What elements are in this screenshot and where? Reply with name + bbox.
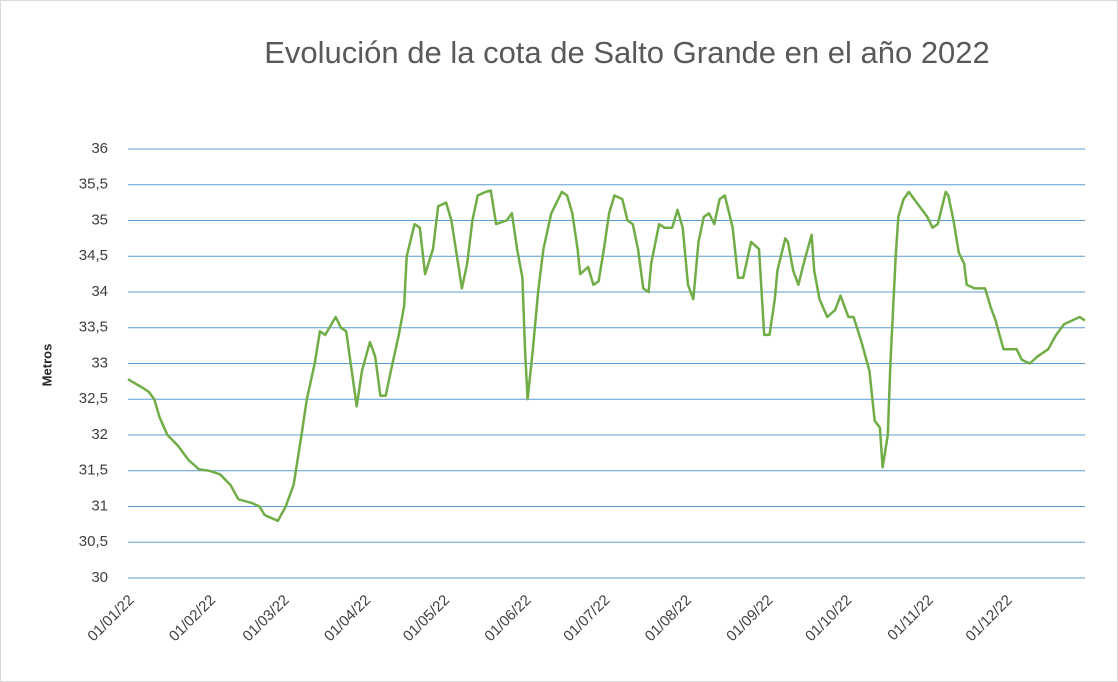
- chart-title: Evolución de la cota de Salto Grande en …: [264, 35, 990, 70]
- y-tick-label: 33,5: [79, 319, 108, 336]
- y-tick-label: 32,5: [79, 390, 108, 407]
- y-tick-label: 35: [91, 211, 108, 228]
- y-tick-label: 30: [91, 569, 108, 586]
- y-tick-label: 35,5: [79, 176, 108, 193]
- y-axis-label: Metros: [39, 344, 54, 387]
- y-tick-label: 34,5: [79, 247, 108, 264]
- y-tick-label: 32: [91, 426, 108, 443]
- y-tick-label: 31: [91, 497, 108, 514]
- y-tick-label: 30,5: [79, 533, 108, 550]
- y-tick-label: 33: [91, 354, 108, 371]
- y-tick-label: 36: [91, 140, 108, 157]
- data-line: [127, 189, 1086, 523]
- y-tick-label: 31,5: [79, 462, 108, 479]
- y-tick-label: 34: [91, 283, 108, 300]
